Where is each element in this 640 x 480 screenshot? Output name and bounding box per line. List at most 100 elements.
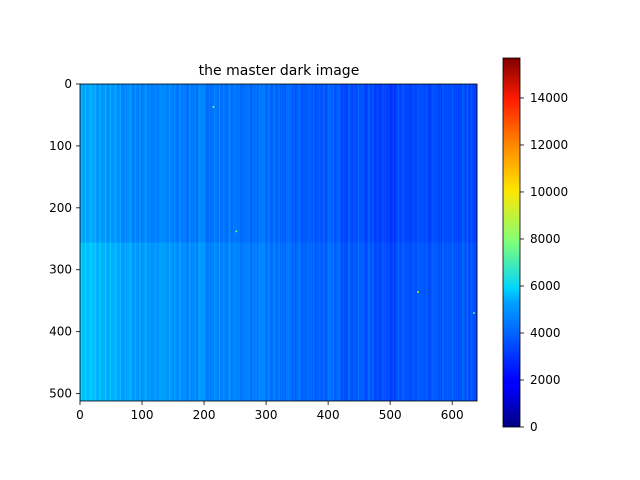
heatmap-column-bottom: [84, 242, 87, 401]
heatmap-column-top: [179, 84, 181, 243]
heatmap-column-bottom: [123, 242, 125, 401]
heatmap-column-top: [132, 84, 134, 243]
heatmap-column-bottom: [295, 242, 298, 401]
heatmap-column-bottom: [194, 242, 196, 401]
heatmap-column-top: [386, 84, 388, 243]
heatmap-column-top: [220, 84, 222, 243]
heatmap-column-bottom: [108, 242, 111, 401]
heatmap-column-bottom: [472, 242, 474, 401]
heatmap-column-top: [345, 84, 348, 243]
heatmap-column-top: [128, 84, 130, 243]
heatmap-column-top: [432, 84, 434, 243]
heatmap-column-top: [204, 84, 206, 243]
heatmap-column-bottom: [272, 242, 274, 401]
heatmap-column-top: [108, 84, 111, 243]
heatmap-column-bottom: [96, 242, 98, 401]
heatmap-column-bottom: [243, 242, 246, 401]
heatmap-column-bottom: [427, 242, 429, 401]
heatmap-column-bottom: [340, 242, 343, 401]
heatmap-column-bottom: [274, 242, 277, 401]
heatmap-column-bottom: [173, 242, 175, 401]
heatmap-column-top: [449, 84, 452, 243]
heatmap-column-bottom: [163, 242, 165, 401]
heatmap-column-top: [117, 84, 119, 243]
heatmap-column-top: [437, 84, 439, 243]
heatmap-column-top: [357, 84, 360, 243]
heatmap-column-bottom: [429, 242, 432, 401]
heatmap-column-top: [329, 84, 331, 243]
heatmap-column-top: [417, 84, 419, 243]
heatmap-column-bottom: [304, 242, 307, 401]
heatmap-column-bottom: [98, 242, 101, 401]
heatmap-column-bottom: [268, 242, 271, 401]
heatmap-column-bottom: [238, 242, 241, 401]
heatmap-column-bottom: [344, 242, 346, 401]
heatmap-column-bottom: [362, 242, 365, 401]
heatmap-column-bottom: [284, 242, 287, 401]
heatmap-column-bottom: [246, 242, 248, 401]
heatmap-column-top: [465, 84, 468, 243]
heatmap-column-top: [427, 84, 429, 243]
heatmap-column-bottom: [326, 242, 329, 401]
heatmap-column-top: [305, 84, 308, 243]
heatmap-column-top: [410, 84, 412, 243]
heatmap-column-bottom: [441, 242, 443, 401]
heatmap-column-top: [434, 84, 437, 243]
heatmap-column-bottom: [120, 242, 123, 401]
heatmap-column-bottom: [103, 242, 106, 401]
heatmap-column-top: [351, 84, 354, 243]
heatmap-column-top: [236, 84, 238, 243]
heatmap-column-top: [278, 84, 281, 243]
y-tick-label: 100: [49, 139, 72, 153]
heatmap-column-top: [173, 84, 175, 243]
heatmap-column-top: [191, 84, 194, 243]
heatmap-column-top: [280, 84, 283, 243]
heatmap-column-bottom: [352, 242, 355, 401]
heatmap-column-bottom: [91, 242, 93, 401]
heatmap-column-top: [405, 84, 407, 243]
heatmap-column-top: [436, 84, 438, 243]
heatmap-column-bottom: [225, 242, 227, 401]
heatmap-column-top: [284, 84, 287, 243]
heatmap-column-bottom: [290, 242, 293, 401]
heatmap-column-bottom: [354, 242, 356, 401]
heatmap-column-top: [419, 84, 422, 243]
heatmap-column-bottom: [264, 242, 267, 401]
heatmap-column-bottom: [343, 242, 345, 401]
heatmap-column-bottom: [179, 242, 181, 401]
heatmap-column-bottom: [213, 242, 216, 401]
heatmap-column-top: [211, 84, 214, 243]
heatmap-column-top: [462, 84, 464, 243]
heatmap-column-bottom: [371, 242, 374, 401]
heatmap-column-bottom: [140, 242, 143, 401]
heatmap-column-bottom: [455, 242, 458, 401]
heatmap-column-top: [189, 84, 191, 243]
heatmap-column-top: [213, 84, 216, 243]
y-tick-label: 300: [49, 263, 72, 277]
heatmap-column-bottom: [310, 242, 313, 401]
heatmap-column-bottom: [248, 242, 251, 401]
heatmap-column-bottom: [191, 242, 194, 401]
heatmap-column-top: [335, 84, 338, 243]
heatmap-column-top: [225, 84, 227, 243]
heatmap-column-bottom: [361, 242, 364, 401]
heatmap-column-top: [238, 84, 241, 243]
heatmap-column-bottom: [209, 242, 211, 401]
heatmap-column-bottom: [161, 242, 164, 401]
heatmap-column-bottom: [390, 242, 392, 401]
heatmap-column-bottom: [262, 242, 264, 401]
heatmap-column-top: [218, 84, 221, 243]
heatmap-column-bottom: [102, 242, 104, 401]
heatmap-column-top: [376, 84, 379, 243]
heatmap-column-top: [385, 84, 387, 243]
heatmap-column-bottom: [236, 242, 238, 401]
heatmap-column-bottom: [325, 242, 328, 401]
heatmap-column-top: [240, 84, 242, 243]
colorbar: 0 2000 4000 6000 8000 10000 12000 14000: [502, 57, 568, 434]
heatmap-column-bottom: [80, 242, 82, 401]
heatmap-column-top: [423, 84, 426, 243]
heatmap-column-top: [144, 84, 147, 243]
heatmap-column-top: [374, 84, 376, 243]
heatmap-column-bottom: [93, 242, 96, 401]
heatmap-column-bottom: [401, 242, 403, 401]
